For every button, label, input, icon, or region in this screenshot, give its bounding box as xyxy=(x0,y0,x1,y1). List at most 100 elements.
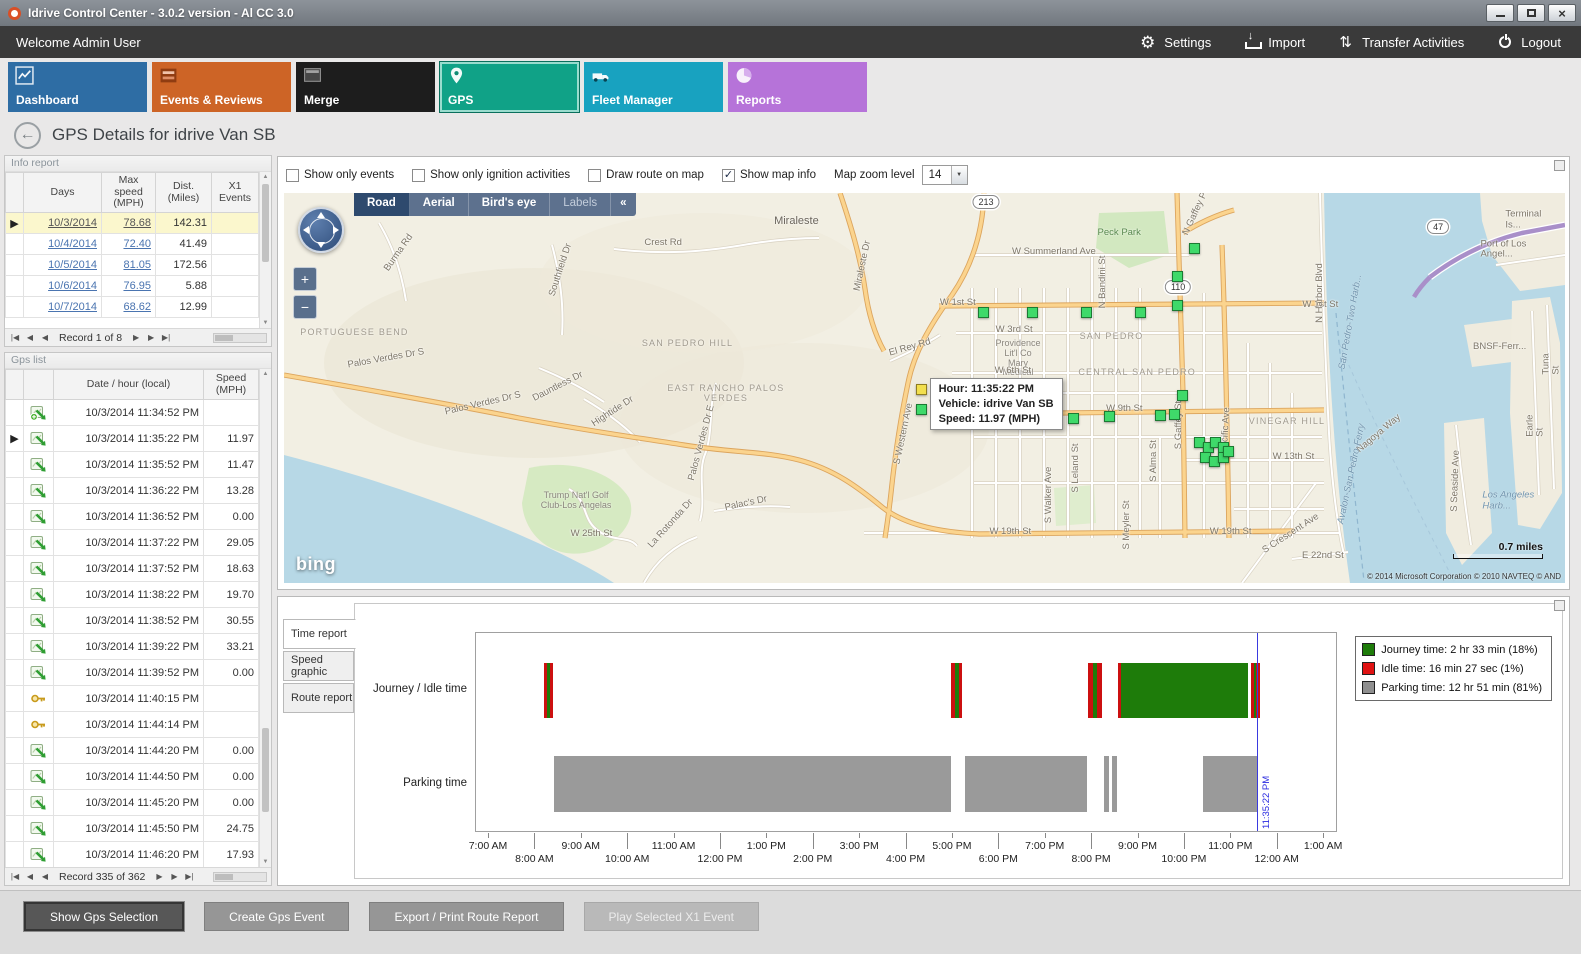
gps-list-row[interactable]: 10/3/2014 11:37:22 PM 29.05 xyxy=(5,529,259,556)
chart-tab-speed-graphic[interactable]: Speed graphic xyxy=(283,651,354,681)
scrollbar-thumb[interactable] xyxy=(262,727,269,813)
map-view-road[interactable]: Road xyxy=(354,193,410,216)
gps-list-row[interactable]: 10/3/2014 11:35:52 PM 11.47 xyxy=(5,451,259,478)
info-column-header[interactable]: Dist. (Miles) xyxy=(155,172,212,213)
map-zoom-in-button[interactable]: + xyxy=(293,267,317,291)
info-column-header[interactable]: Max speed (MPH) xyxy=(101,172,156,213)
day-link[interactable]: 10/5/2014 xyxy=(48,259,97,271)
time-cursor[interactable] xyxy=(1256,633,1258,831)
info-report-row[interactable]: 10/5/2014 81.05 172.56 xyxy=(5,254,259,276)
gps-list-row[interactable]: 10/3/2014 11:45:20 PM 0.00 xyxy=(5,789,259,816)
gps-marker[interactable] xyxy=(1188,242,1200,254)
chart-tab-route-report[interactable]: Route report xyxy=(283,683,354,713)
gps-list-row[interactable]: 10/3/2014 11:39:52 PM 0.00 xyxy=(5,659,259,686)
gps-marker[interactable] xyxy=(1080,306,1092,318)
next-page-button[interactable]: ▶ xyxy=(171,872,178,881)
day-link[interactable]: 10/7/2014 xyxy=(48,301,97,313)
gps-marker[interactable] xyxy=(1169,409,1181,421)
gps-list-row[interactable]: 10/3/2014 11:36:52 PM 0.00 xyxy=(5,503,259,530)
maximize-button[interactable] xyxy=(1517,4,1545,22)
prev-record-button[interactable]: ◀ xyxy=(41,872,49,881)
tab-dashboard[interactable]: Dashboard xyxy=(8,62,147,112)
gps-list-scrollbar[interactable]: ▲ ▼ xyxy=(259,369,271,867)
scrollbar-thumb[interactable] xyxy=(262,184,269,262)
footer-button-export-print-route-report[interactable]: Export / Print Route Report xyxy=(369,902,564,931)
prev-page-button[interactable]: ◀ xyxy=(26,333,34,342)
checkbox-draw-route-on-map[interactable]: Draw route on map xyxy=(588,168,704,182)
info-report-row[interactable]: 10/6/2014 76.95 5.88 xyxy=(5,275,259,297)
gps-list-row[interactable]: 10/3/2014 11:38:52 PM 30.55 xyxy=(5,607,259,634)
gps-list-row[interactable]: 10/3/2014 11:36:22 PM 13.28 xyxy=(5,477,259,504)
info-column-header[interactable]: Days xyxy=(23,172,102,213)
last-record-button[interactable]: ▶| xyxy=(185,872,194,881)
max-speed-link[interactable]: 78.68 xyxy=(123,217,151,229)
gps-marker[interactable] xyxy=(1155,409,1167,421)
gps-list-row[interactable]: 10/3/2014 11:37:52 PM 18.63 xyxy=(5,555,259,582)
gps-list-row[interactable]: 10/3/2014 11:38:22 PM 19.70 xyxy=(5,581,259,608)
max-speed-link[interactable]: 81.05 xyxy=(123,259,151,271)
checkbox-show-only-events[interactable]: Show only events xyxy=(286,168,394,182)
max-speed-link[interactable]: 76.95 xyxy=(123,280,151,292)
gps-marker[interactable] xyxy=(1068,413,1080,425)
day-link[interactable]: 10/3/2014 xyxy=(48,217,97,229)
back-button[interactable]: ← xyxy=(14,121,41,149)
scroll-down-icon[interactable]: ▼ xyxy=(262,320,269,326)
gps-list-row[interactable]: ▶ 10/3/2014 11:35:22 PM 11.97 xyxy=(5,425,259,452)
gps-marker[interactable] xyxy=(1176,390,1188,402)
prev-page-button[interactable]: ◀ xyxy=(26,872,34,881)
close-button[interactable]: × xyxy=(1548,4,1576,22)
tab-merge[interactable]: Merge xyxy=(296,62,435,112)
footer-button-create-gps-event[interactable]: Create Gps Event xyxy=(204,902,350,931)
info-report-scrollbar[interactable]: ▲ ▼ xyxy=(259,172,271,328)
map-toolbar-collapse-button[interactable]: « xyxy=(620,197,627,209)
gps-list-row[interactable]: 10/3/2014 11:46:20 PM 17.93 xyxy=(5,841,259,867)
max-speed-link[interactable]: 68.62 xyxy=(123,301,151,313)
prev-record-button[interactable]: ◀ xyxy=(41,333,49,342)
next-record-button[interactable]: ▶ xyxy=(156,872,163,881)
record-nav-scrollbar[interactable] xyxy=(213,332,267,343)
tab-reports[interactable]: Reports xyxy=(728,62,867,112)
gps-marker[interactable] xyxy=(1171,300,1183,312)
menubar-item-settings[interactable]: ⚙ Settings xyxy=(1139,34,1211,51)
gps-marker[interactable] xyxy=(1223,446,1235,458)
footer-button-show-gps-selection[interactable]: Show Gps Selection xyxy=(24,902,185,931)
gps-marker[interactable] xyxy=(1103,411,1115,423)
scroll-down-icon[interactable]: ▼ xyxy=(262,859,269,865)
menubar-item-import[interactable]: ↓ Import xyxy=(1243,31,1305,50)
day-link[interactable]: 10/6/2014 xyxy=(48,280,97,292)
gps-list-row[interactable]: 10/3/2014 11:34:52 PM xyxy=(5,399,259,426)
scroll-up-icon[interactable]: ▲ xyxy=(262,174,269,180)
tab-events-reviews[interactable]: Events & Reviews xyxy=(152,62,291,112)
menubar-item-logout[interactable]: Logout xyxy=(1496,33,1561,50)
gps-list-row[interactable]: 10/3/2014 11:45:50 PM 24.75 xyxy=(5,815,259,842)
info-report-row[interactable]: 10/4/2014 72.40 41.49 xyxy=(5,233,259,255)
gps-marker[interactable] xyxy=(1027,306,1039,318)
day-link[interactable]: 10/4/2014 xyxy=(48,238,97,250)
gps-list-row[interactable]: 10/3/2014 11:44:50 PM 0.00 xyxy=(5,763,259,790)
gps-marker[interactable] xyxy=(1171,271,1183,283)
map[interactable]: Miraleste Peck Park W Summerland Ave Crest … xyxy=(284,193,1565,583)
max-speed-link[interactable]: 72.40 xyxy=(123,238,151,250)
map-view-bird-s-eye[interactable]: Bird's eye xyxy=(469,193,551,216)
gps-marker[interactable] xyxy=(978,306,990,318)
map-zoom-out-button[interactable]: − xyxy=(293,295,317,319)
tab-fleet-manager[interactable]: Fleet Manager xyxy=(584,62,723,112)
gps-list-row[interactable]: 10/3/2014 11:44:20 PM 0.00 xyxy=(5,737,259,764)
last-record-button[interactable]: ▶| xyxy=(161,333,171,342)
checkbox-show-only-ignition-activities[interactable]: Show only ignition activities xyxy=(412,168,570,182)
map-view-labels[interactable]: Labels xyxy=(550,193,612,216)
tab-gps[interactable]: GPS xyxy=(440,62,579,112)
map-view-aerial[interactable]: Aerial xyxy=(410,193,469,216)
chart-panel-collapse-button[interactable] xyxy=(1554,600,1565,611)
info-column-header[interactable]: X1 Events xyxy=(211,172,259,213)
record-nav-scrollbar[interactable] xyxy=(213,871,267,882)
scroll-up-icon[interactable]: ▲ xyxy=(262,371,269,377)
selected-gps-marker[interactable] xyxy=(915,384,927,396)
gps-list-row[interactable]: 10/3/2014 11:39:22 PM 33.21 xyxy=(5,633,259,660)
gps-list-row[interactable]: 10/3/2014 11:40:15 PM xyxy=(5,685,259,712)
gps-marker[interactable] xyxy=(915,404,927,416)
map-compass-control[interactable] xyxy=(298,207,344,253)
map-panel-collapse-button[interactable] xyxy=(1554,160,1565,171)
map-zoom-select[interactable]: 14 ▼ xyxy=(921,165,968,185)
first-record-button[interactable]: |◀ xyxy=(10,872,20,881)
